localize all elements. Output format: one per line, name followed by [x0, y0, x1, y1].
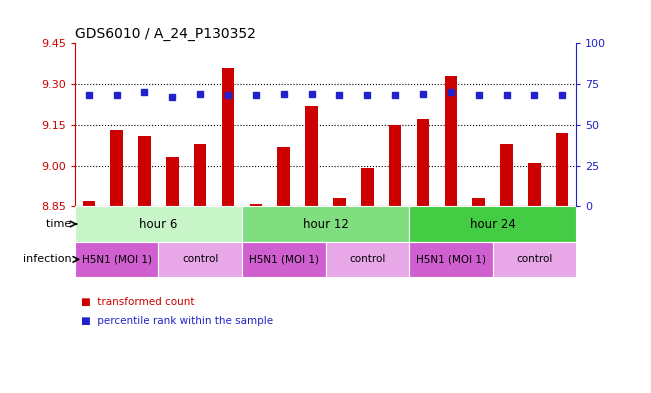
Bar	[493, 242, 576, 277]
Bar	[242, 242, 326, 277]
Bar	[75, 242, 158, 277]
Text: control: control	[516, 254, 553, 264]
Bar	[528, 163, 540, 206]
Bar	[75, 206, 242, 242]
Text: H5N1 (MOI 1): H5N1 (MOI 1)	[81, 254, 152, 264]
Bar	[249, 204, 262, 206]
Bar	[445, 76, 457, 206]
Text: H5N1 (MOI 1): H5N1 (MOI 1)	[249, 254, 319, 264]
Bar	[361, 168, 374, 206]
Bar	[305, 106, 318, 206]
Text: hour 6: hour 6	[139, 217, 178, 231]
Bar	[277, 147, 290, 206]
Text: H5N1 (MOI 1): H5N1 (MOI 1)	[416, 254, 486, 264]
Bar	[417, 119, 429, 206]
Bar	[158, 242, 242, 277]
Text: control: control	[182, 254, 218, 264]
Bar	[326, 242, 409, 277]
Bar	[389, 125, 402, 206]
Bar	[138, 136, 151, 206]
Bar	[556, 133, 568, 206]
Bar	[194, 144, 206, 206]
Text: hour 12: hour 12	[303, 217, 348, 231]
Text: GDS6010 / A_24_P130352: GDS6010 / A_24_P130352	[75, 27, 256, 41]
Bar	[222, 68, 234, 206]
Text: hour 24: hour 24	[469, 217, 516, 231]
Text: control: control	[349, 254, 385, 264]
Bar	[409, 242, 493, 277]
Bar	[83, 201, 95, 206]
Bar	[333, 198, 346, 206]
Bar	[111, 130, 123, 206]
Bar	[500, 144, 513, 206]
Text: ■  percentile rank within the sample: ■ percentile rank within the sample	[81, 316, 273, 326]
Text: infection: infection	[23, 254, 75, 264]
Text: ■  transformed count: ■ transformed count	[81, 297, 195, 307]
Text: time: time	[46, 219, 75, 229]
Bar	[409, 206, 576, 242]
Bar	[242, 206, 409, 242]
Bar	[166, 157, 178, 206]
Bar	[473, 198, 485, 206]
